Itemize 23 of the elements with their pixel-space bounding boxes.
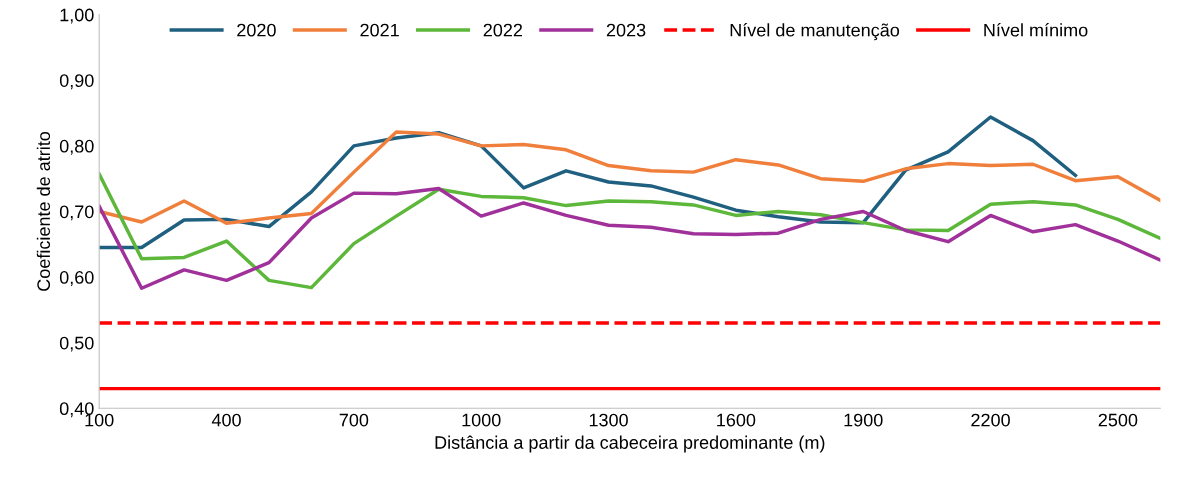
x-tick-label: 1000 — [462, 413, 501, 427]
x-tick-label: 1900 — [844, 413, 883, 427]
y-tick-label: 0,70 — [59, 205, 94, 221]
x-tick-label: 1600 — [717, 413, 756, 427]
legend-label: 2023 — [606, 23, 646, 37]
x-tick-label: 700 — [339, 413, 369, 427]
y-tick-label: 1,00 — [60, 8, 94, 24]
x-tick-label: 2500 — [1098, 413, 1138, 427]
y-tick-label: 0,90 — [59, 74, 94, 90]
legend-label: 2020 — [237, 23, 276, 37]
y-tick-label: 0,60 — [59, 271, 94, 286]
line-series — [99, 130, 1161, 226]
y-axis-title: Coeficiente de atrito — [36, 131, 51, 291]
legend-label: 2022 — [483, 23, 523, 37]
legend-label: Nível de manutenção — [730, 23, 900, 41]
x-tick-label: 2200 — [971, 413, 1010, 427]
legend-label: Nível mínimo — [984, 23, 1088, 37]
x-tick-label: 400 — [211, 413, 241, 427]
y-tick-label: 0,80 — [59, 139, 94, 155]
x-axis-title: Distância a partir da cabeceira predominante (m) — [435, 435, 825, 453]
y-tick-label: 0,50 — [59, 336, 94, 352]
x-tick-label: 1300 — [589, 413, 628, 427]
legend-label: 2021 — [360, 23, 399, 37]
